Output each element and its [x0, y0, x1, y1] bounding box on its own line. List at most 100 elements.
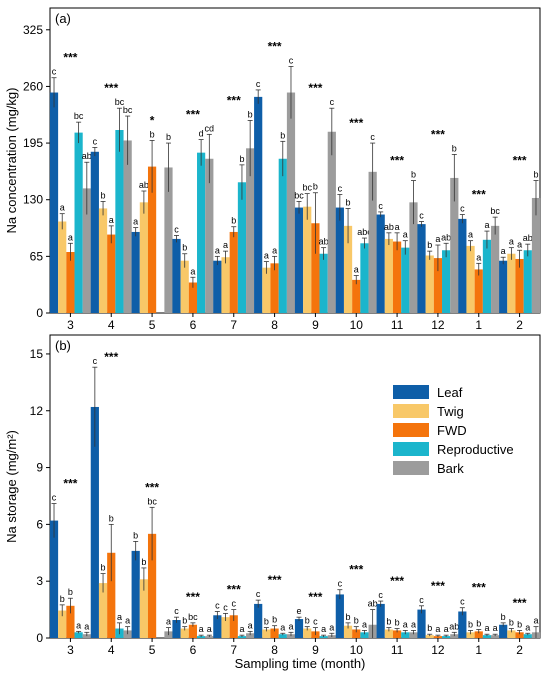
significance-letter-b: b — [101, 563, 106, 573]
significance-letter-a: b — [239, 154, 244, 164]
significance-letter-a: a — [223, 240, 228, 250]
significance-stars-a: *** — [349, 116, 363, 130]
significance-stars-a: * — [150, 113, 155, 127]
significance-letter-b: b — [60, 594, 65, 604]
bar-twig-a — [343, 225, 353, 313]
bar-twig-b — [343, 625, 353, 638]
bar-reproductive-b — [401, 632, 410, 638]
x-tick-label-b: 9 — [312, 643, 319, 657]
significance-letter-b: b — [264, 617, 269, 627]
significance-letter-b: c — [256, 589, 261, 599]
bar-leaf-a — [294, 207, 304, 313]
bar-fwd-b — [352, 629, 361, 638]
significance-letter-b: b — [354, 616, 359, 626]
significance-letter-b: b — [272, 615, 277, 625]
bar-bark-a — [450, 177, 459, 313]
significance-letter-a: c — [460, 204, 465, 214]
bar-bark-a — [205, 158, 214, 313]
bar-reproductive-a — [482, 239, 492, 313]
x-tick-label-b: 4 — [108, 643, 115, 657]
significance-letter-a: a — [484, 220, 489, 230]
significance-letter-a: b — [411, 170, 416, 180]
significance-letter-a: a — [190, 266, 195, 276]
significance-letter-b: a — [525, 622, 530, 632]
bar-leaf-a — [90, 151, 99, 313]
x-tick-label-b: 2 — [516, 643, 523, 657]
significance-letter-b: b — [386, 617, 391, 627]
bar-twig-a — [425, 255, 434, 313]
bar-leaf-a — [49, 92, 59, 314]
significance-letter-b: a — [288, 621, 293, 631]
significance-letter-b: a — [329, 622, 334, 632]
significance-stars-a: *** — [308, 81, 322, 95]
bar-twig-a — [303, 206, 312, 313]
significance-letter-b: b — [141, 557, 146, 567]
significance-letter-a: b — [452, 143, 457, 153]
significance-letter-a: bc — [123, 105, 133, 115]
bar-fwd-b — [147, 533, 157, 638]
significance-letter-a: ab — [139, 180, 149, 190]
bar-reproductive-b — [74, 632, 83, 638]
significance-letter-b: a — [533, 616, 538, 626]
significance-letter-a: a — [509, 237, 514, 247]
significance-stars-b: *** — [186, 590, 200, 604]
significance-letter-a: a — [501, 246, 506, 256]
significance-letter-b: b — [476, 618, 481, 628]
y-tick-label-a: 130 — [23, 193, 43, 207]
bar-bark-b — [491, 635, 500, 638]
significance-letter-a: bc — [74, 111, 84, 121]
bar-leaf-b — [376, 603, 385, 638]
bar-reproductive-b — [523, 634, 532, 638]
significance-letter-b: a — [207, 624, 212, 634]
bar-bark-a — [246, 148, 255, 313]
significance-letter-b: c — [174, 606, 179, 616]
significance-letter-a: a — [109, 215, 114, 225]
bar-fwd-b — [270, 628, 279, 638]
y-tick-label-b: 6 — [36, 517, 43, 531]
significance-letter-b: a — [84, 621, 89, 631]
y-tick-label-b: 9 — [36, 461, 43, 475]
bar-fwd-a — [270, 263, 279, 313]
bar-leaf-b — [254, 603, 263, 638]
plot-frame-b — [49, 334, 541, 639]
significance-letter-b: a — [403, 619, 408, 629]
bar-fwd-a — [147, 166, 157, 313]
significance-stars-b: *** — [63, 477, 77, 491]
bar-reproductive-b — [482, 635, 492, 638]
y-tick-label-b: 3 — [36, 574, 43, 588]
bar-leaf-b — [417, 609, 426, 638]
bar-fwd-a — [66, 252, 75, 313]
significance-letter-a: a — [395, 222, 400, 232]
significance-letter-a: ab — [319, 237, 329, 247]
bar-leaf-a — [131, 231, 140, 313]
significance-letter-b: c — [232, 599, 237, 609]
x-tick-label-b: 8 — [271, 643, 278, 657]
bar-fwd-a — [188, 282, 198, 313]
bar-twig-b — [466, 632, 475, 638]
significance-letter-b: a — [199, 624, 204, 634]
x-tick-label-a: 11 — [391, 318, 404, 332]
bar-twig-a — [507, 253, 516, 313]
significance-stars-b: *** — [472, 581, 486, 595]
significance-letter-a: c — [419, 211, 424, 221]
y-tick-label-a: 325 — [23, 23, 43, 37]
significance-letter-b: a — [484, 623, 489, 633]
legend-swatch-reproductive — [393, 442, 429, 456]
significance-letter-a: c — [338, 183, 343, 193]
legend-label-fwd: FWD — [437, 423, 467, 438]
significance-letter-a: a — [264, 251, 269, 261]
bar-fwd-a — [392, 241, 402, 313]
significance-letter-a: ab — [82, 151, 92, 161]
significance-letter-a: a — [476, 252, 481, 262]
significance-letter-a: bc — [302, 183, 312, 193]
significance-stars-b: *** — [349, 563, 363, 577]
bar-leaf-b — [335, 594, 344, 638]
significance-letter-b: a — [493, 623, 498, 633]
y-tick-label-b: 0 — [36, 631, 43, 645]
legend-swatch-twig — [393, 404, 429, 418]
bar-leaf-a — [213, 260, 222, 313]
legend-label-twig: Twig — [437, 404, 464, 419]
bar-reproductive-a — [442, 250, 451, 313]
legend-label-bark: Bark — [437, 461, 464, 476]
